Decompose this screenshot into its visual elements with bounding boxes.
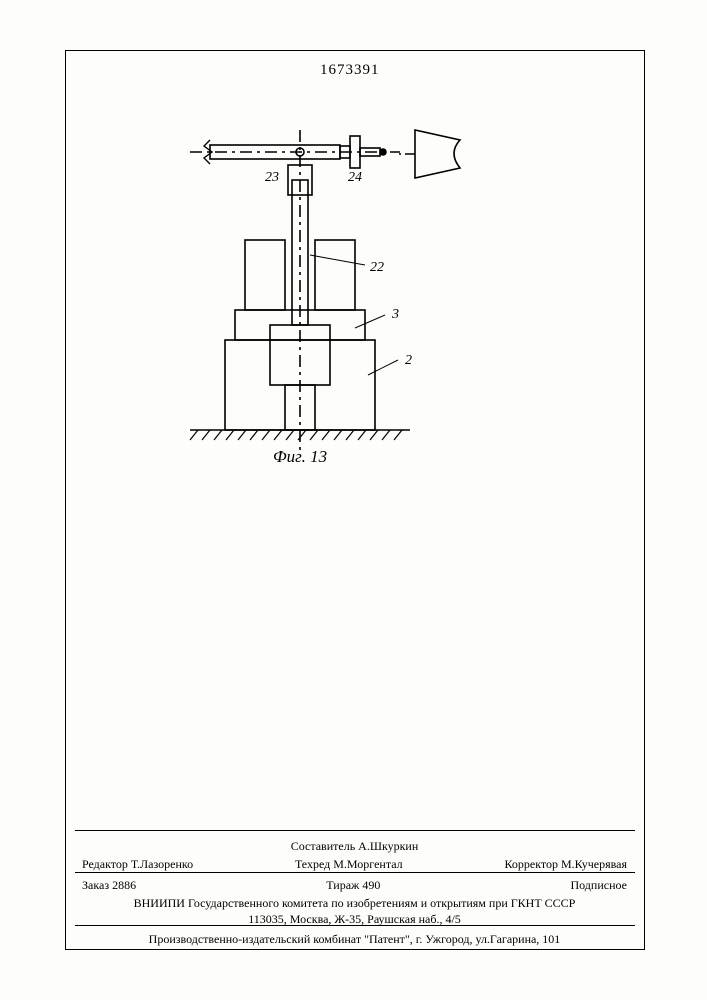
org-line-1: ВНИИПИ Государственного комитета по изоб… bbox=[82, 895, 627, 911]
label-23: 23 bbox=[265, 170, 279, 186]
credits-row: Редактор Т.Лазоренко Техред М.Моргентал … bbox=[82, 856, 627, 872]
techred-label: Техред bbox=[295, 857, 330, 871]
document-number: 1673391 bbox=[320, 62, 380, 79]
compiler-line: Составитель А.Шкуркин bbox=[82, 838, 627, 854]
footer-rule-2 bbox=[75, 872, 635, 873]
label-3: 3 bbox=[392, 307, 399, 323]
figure-13 bbox=[150, 110, 510, 460]
footer-rule-1 bbox=[75, 830, 635, 831]
label-22: 22 bbox=[370, 260, 384, 276]
compiler-label: Составитель bbox=[291, 839, 355, 853]
label-2: 2 bbox=[405, 353, 412, 369]
corrector-label: Корректор bbox=[504, 857, 558, 871]
figure-caption: Фиг. 13 bbox=[273, 447, 327, 467]
label-24: 24 bbox=[348, 170, 362, 186]
editor-name: Т.Лазоренко bbox=[131, 857, 193, 871]
editor-label: Редактор bbox=[82, 857, 128, 871]
order-row: Заказ 2886 Тираж 490 Подписное bbox=[82, 877, 627, 893]
order-no: 2886 bbox=[112, 878, 136, 892]
footer-rule-3 bbox=[75, 925, 635, 926]
corrector-name: М.Кучерявая bbox=[561, 857, 627, 871]
sub-label: Подписное bbox=[570, 878, 627, 892]
techred-name: М.Моргентал bbox=[333, 857, 402, 871]
compiler-name: А.Шкуркин bbox=[358, 839, 418, 853]
tirazh-no: 490 bbox=[362, 878, 380, 892]
printer-line: Производственно-издательский комбинат "П… bbox=[82, 931, 627, 947]
tirazh-label: Тираж bbox=[326, 878, 359, 892]
order-label: Заказ bbox=[82, 878, 109, 892]
